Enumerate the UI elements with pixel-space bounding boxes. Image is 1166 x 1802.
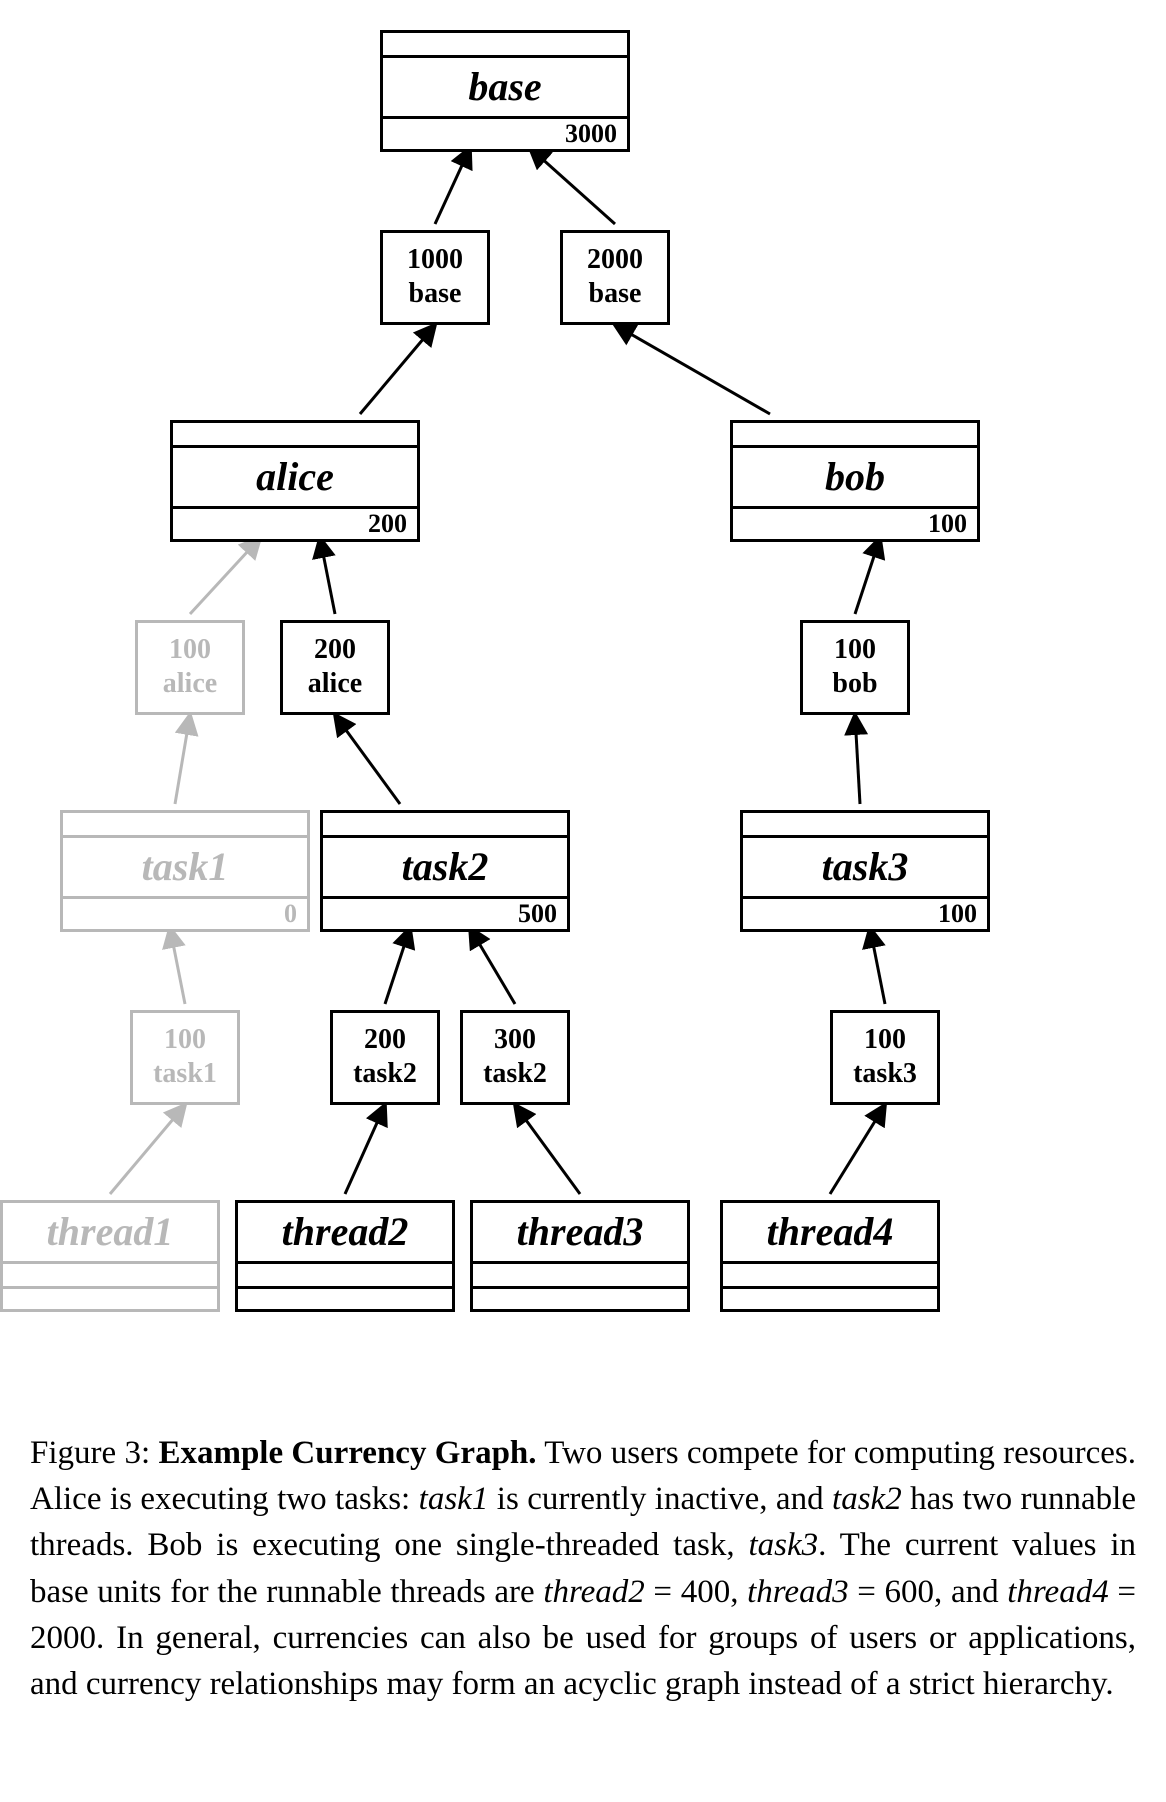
currency-name: bob: [733, 448, 977, 509]
ticket-value: 100: [803, 633, 907, 667]
ticket-currency: alice: [138, 667, 242, 701]
currency-header: [733, 423, 977, 448]
thread-node-thread4: thread4: [720, 1200, 940, 1312]
ticket-currency: base: [383, 277, 487, 311]
ticket-currency: task3: [833, 1057, 937, 1091]
currency-amount: 3000: [383, 119, 627, 149]
currency-amount: 100: [733, 509, 977, 539]
ticket-100-task1: 100 task1: [130, 1010, 240, 1105]
ticket-200-task2: 200 task2: [330, 1010, 440, 1105]
currency-header: [63, 813, 307, 838]
thread-foot: [238, 1289, 452, 1309]
currency-node-base: base 3000: [380, 30, 630, 152]
currency-header: [383, 33, 627, 58]
figure-label: Figure 3:: [30, 1435, 150, 1471]
ticket-value: 100: [138, 633, 242, 667]
page: base 3000 alice 200 bob 100 task1 0 task…: [0, 0, 1166, 1802]
ticket-currency: base: [563, 277, 667, 311]
ticket-2000-base: 2000 base: [560, 230, 670, 325]
thread-mid: [473, 1264, 687, 1289]
currency-header: [173, 423, 417, 448]
currency-name: task3: [743, 838, 987, 899]
ticket-100-alice: 100 alice: [135, 620, 245, 715]
currency-name: task1: [63, 838, 307, 899]
thread-foot: [473, 1289, 687, 1309]
thread-name: thread4: [723, 1203, 937, 1264]
currency-amount: 200: [173, 509, 417, 539]
currency-header: [743, 813, 987, 838]
currency-name: base: [383, 58, 627, 119]
ticket-value: 200: [333, 1023, 437, 1057]
ticket-value: 2000: [563, 243, 667, 277]
currency-amount: 500: [323, 899, 567, 929]
ticket-value: 200: [283, 633, 387, 667]
thread-foot: [723, 1289, 937, 1309]
figure-title: Example Currency Graph.: [158, 1435, 536, 1471]
currency-name: alice: [173, 448, 417, 509]
currency-node-task1: task1 0: [60, 810, 310, 932]
thread-mid: [3, 1264, 217, 1289]
figure-body: Two users compete for computing resource…: [30, 1435, 1136, 1702]
ticket-currency: alice: [283, 667, 387, 701]
currency-node-alice: alice 200: [170, 420, 420, 542]
ticket-value: 300: [463, 1023, 567, 1057]
currency-node-task2: task2 500: [320, 810, 570, 932]
currency-name: task2: [323, 838, 567, 899]
thread-mid: [238, 1264, 452, 1289]
ticket-currency: task2: [333, 1057, 437, 1091]
currency-amount: 0: [63, 899, 307, 929]
ticket-currency: task1: [133, 1057, 237, 1091]
currency-node-bob: bob 100: [730, 420, 980, 542]
ticket-value: 1000: [383, 243, 487, 277]
thread-foot: [3, 1289, 217, 1309]
ticket-100-bob: 100 bob: [800, 620, 910, 715]
ticket-currency: bob: [803, 667, 907, 701]
figure-caption: Figure 3: Example Currency Graph. Two us…: [30, 1430, 1136, 1707]
currency-graph-diagram: base 3000 alice 200 bob 100 task1 0 task…: [0, 0, 1166, 1400]
thread-node-thread3: thread3: [470, 1200, 690, 1312]
currency-header: [323, 813, 567, 838]
ticket-300-task2: 300 task2: [460, 1010, 570, 1105]
thread-node-thread1: thread1: [0, 1200, 220, 1312]
thread-name: thread3: [473, 1203, 687, 1264]
thread-name: thread2: [238, 1203, 452, 1264]
ticket-value: 100: [833, 1023, 937, 1057]
thread-name: thread1: [3, 1203, 217, 1264]
ticket-currency: task2: [463, 1057, 567, 1091]
currency-node-task3: task3 100: [740, 810, 990, 932]
currency-amount: 100: [743, 899, 987, 929]
thread-mid: [723, 1264, 937, 1289]
thread-node-thread2: thread2: [235, 1200, 455, 1312]
ticket-1000-base: 1000 base: [380, 230, 490, 325]
ticket-100-task3: 100 task3: [830, 1010, 940, 1105]
ticket-200-alice: 200 alice: [280, 620, 390, 715]
ticket-value: 100: [133, 1023, 237, 1057]
